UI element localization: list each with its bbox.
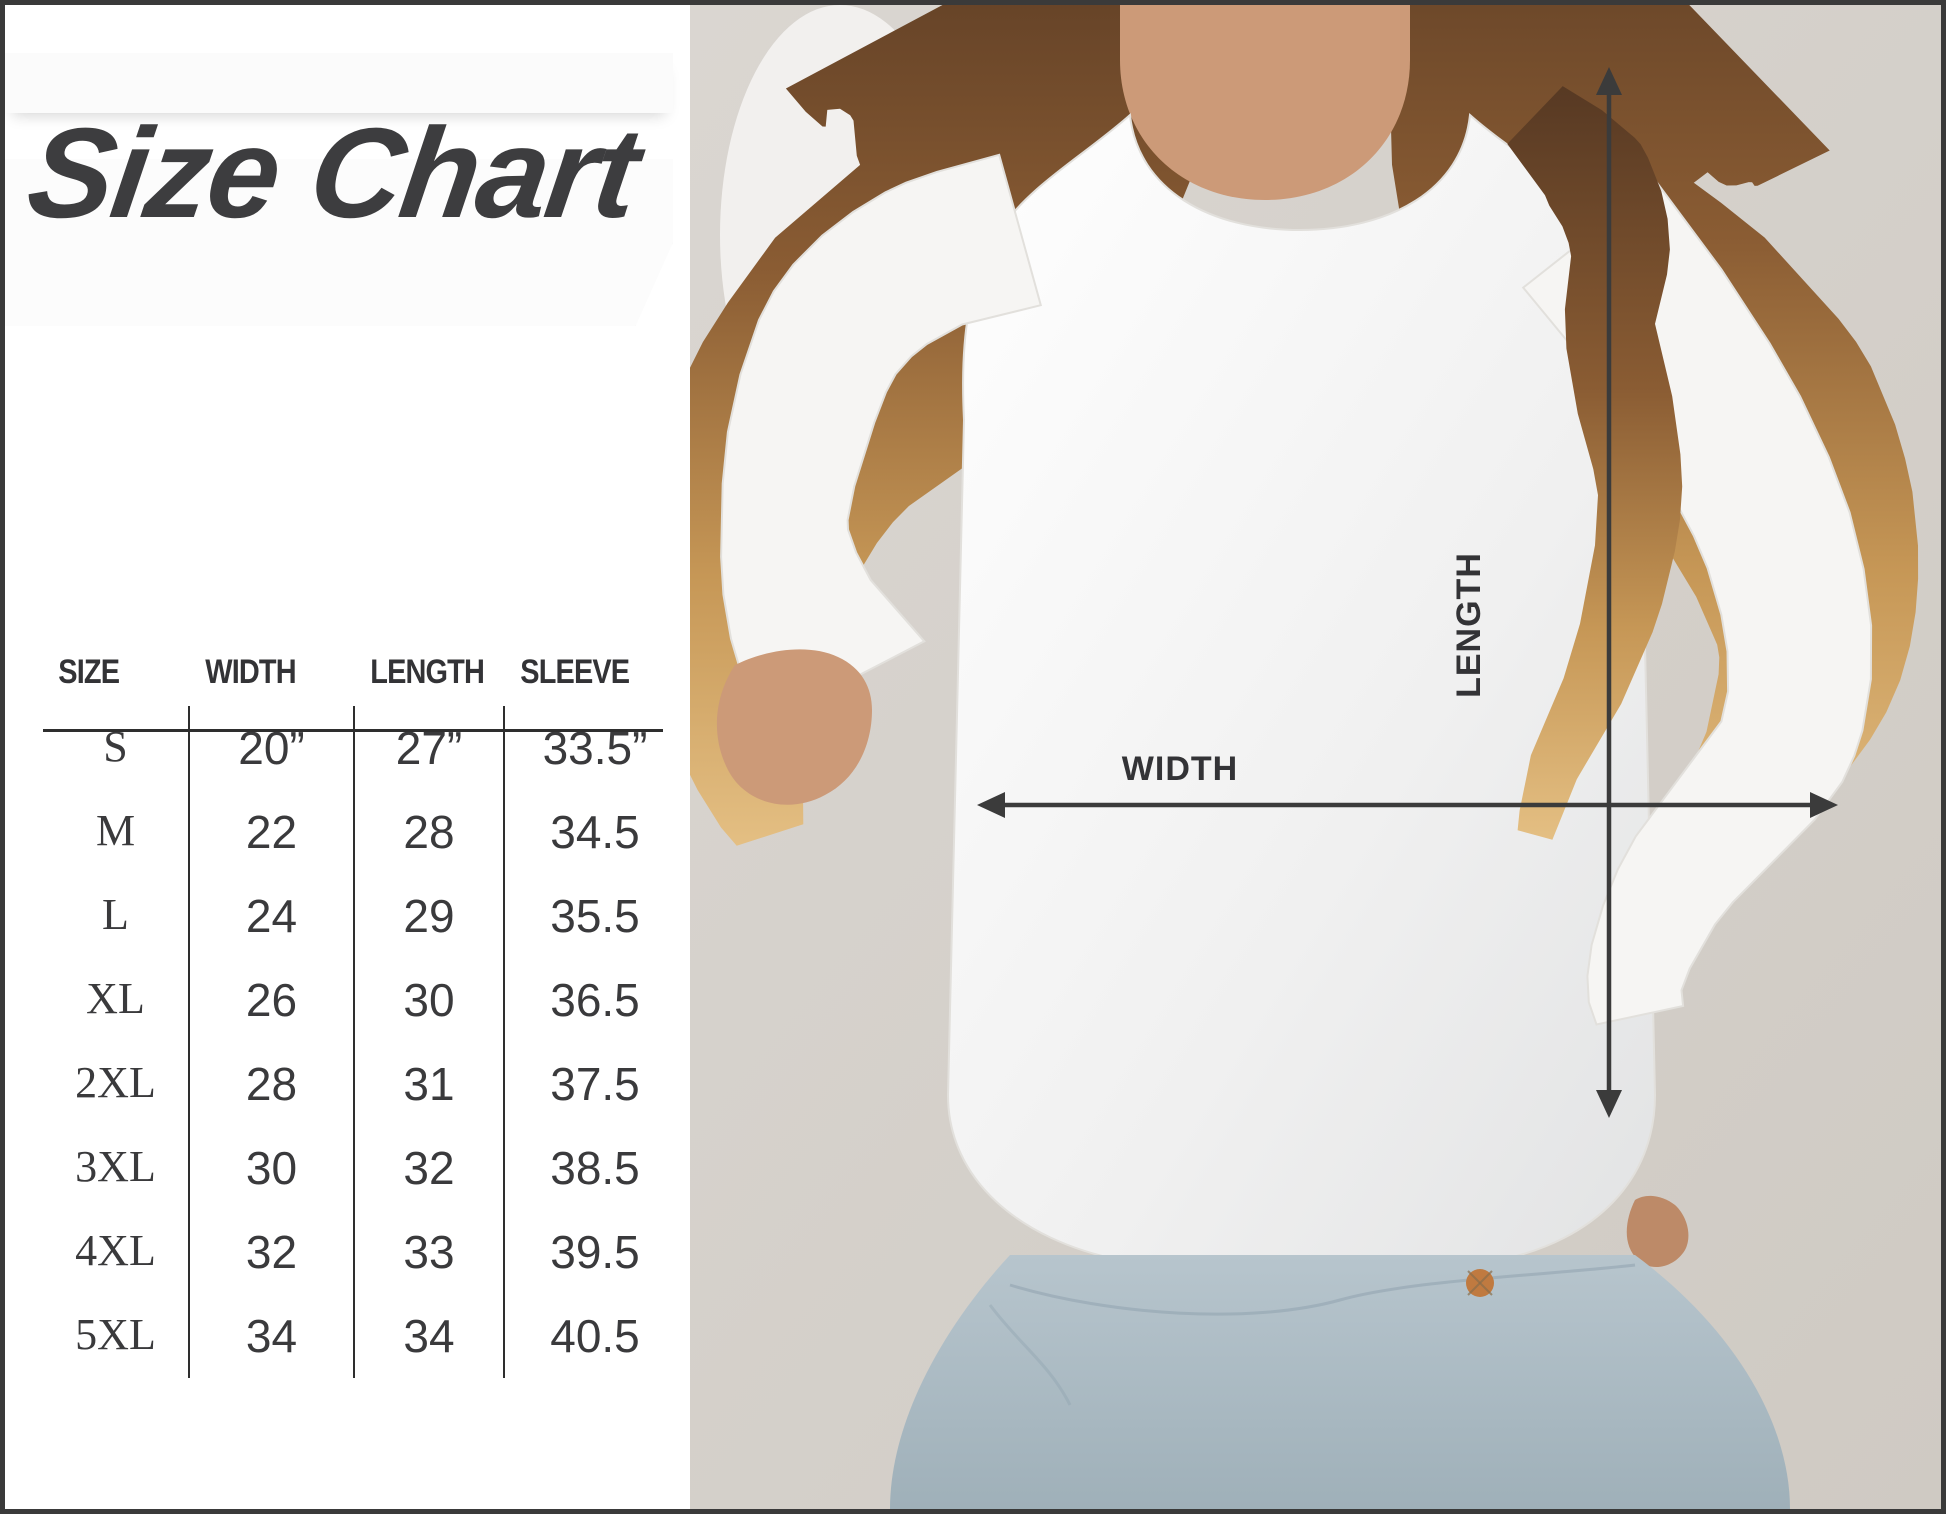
svg-text:LENGTH: LENGTH: [1450, 552, 1488, 698]
svg-text:WIDTH: WIDTH: [1122, 750, 1238, 788]
